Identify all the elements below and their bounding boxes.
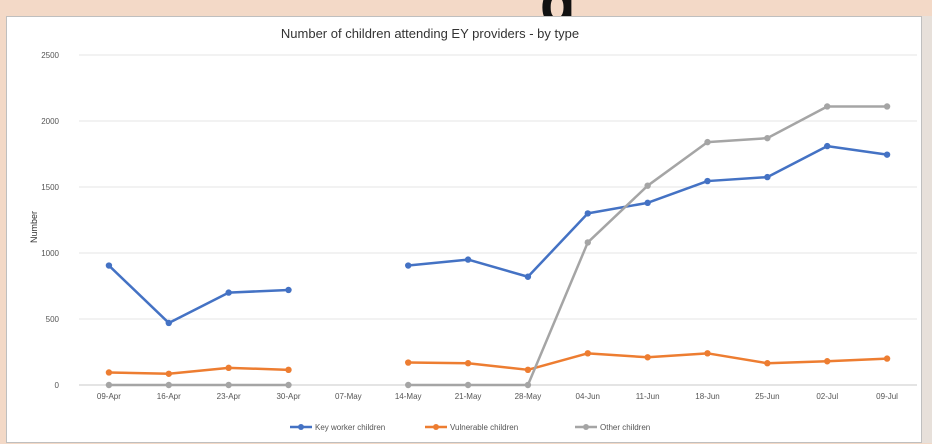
data-point [225,364,232,372]
x-tick-label: 07-May [335,392,362,401]
data-point [464,256,472,263]
data-point [285,286,292,294]
data-point [764,134,771,142]
y-tick-label: 1000 [41,249,59,258]
series-line [108,264,289,325]
chart-container: Number of children attending EY provider… [6,16,922,443]
x-tick-label: 23-Apr [217,392,241,401]
x-tick-label: 04-Jun [576,392,600,401]
data-point [704,177,711,185]
data-point [285,381,292,389]
data-point [584,239,591,246]
legend-label: Key worker children [315,423,385,432]
right-edge [922,16,932,443]
data-point [105,369,113,376]
data-point [883,151,891,158]
gridlines [79,54,917,386]
series-lines [105,103,891,389]
line-chart: Number of children attending EY provider… [29,26,917,432]
data-point [524,381,532,389]
data-point [584,210,591,217]
data-point [764,360,771,367]
data-point [704,350,711,357]
data-point [225,381,232,389]
legend-label: Other children [600,423,650,432]
legend-label: Vulnerable children [450,423,518,432]
chart-title: Number of children attending EY provider… [281,26,579,41]
data-point [464,360,472,367]
data-point [405,381,412,389]
data-point [883,355,891,362]
data-point [824,103,831,110]
series-other-children [105,103,891,389]
data-point [225,289,232,296]
data-point [165,381,172,389]
data-point [105,381,113,389]
y-tick-label: 1500 [41,183,59,192]
data-point [405,359,412,366]
data-point [824,358,831,365]
series-vulnerable-children [105,350,891,377]
data-point [285,366,292,374]
data-point [524,273,532,280]
data-point [704,138,711,146]
x-tick-label: 09-Apr [97,392,121,401]
data-point [105,262,113,269]
x-tick-label: 30-Apr [276,392,300,401]
legend-entry: Other children [575,423,650,432]
data-point [764,173,771,181]
series-key-worker-children [105,142,891,327]
x-tick-label: 25-Jun [755,392,779,401]
x-tick-label: 18-Jun [695,392,719,401]
data-point [165,319,172,327]
y-tick-label: 500 [46,315,60,324]
legend-marker [583,424,589,430]
data-point [644,182,651,189]
y-axis-ticks: 0 500 1000 1500 2000 2500 [41,51,59,390]
data-point [644,199,651,207]
data-point [524,366,532,374]
series-line [408,105,888,387]
x-tick-label: 28-May [515,392,542,401]
legend-entry: Key worker children [290,423,385,432]
x-tick-label: 02-Jul [816,392,838,401]
data-point [405,262,412,269]
legend-entry: Vulnerable children [425,423,518,432]
y-axis-title: Number [29,211,39,243]
legend: Key worker children Vulnerable children Ot… [290,423,650,432]
data-point [464,381,472,389]
legend-marker [298,424,304,430]
data-point [883,103,891,110]
data-point [644,354,651,361]
y-tick-label: 2500 [41,51,59,60]
legend-marker [433,424,439,430]
x-tick-label: 11-Jun [636,392,660,401]
series-line [408,144,888,279]
data-point [165,370,172,377]
data-point [824,142,831,150]
x-tick-label: 09-Jul [876,392,898,401]
x-tick-label: 16-Apr [157,392,181,401]
x-tick-label: 21-May [455,392,482,401]
data-point [584,350,591,357]
y-tick-label: 2000 [41,117,59,126]
y-tick-label: 0 [55,381,60,390]
x-tick-label: 14-May [395,392,422,401]
x-axis-ticks: 09-Apr 16-Apr 23-Apr 30-Apr 07-May 14-May 21-M… [97,392,898,401]
series-line [108,366,289,376]
